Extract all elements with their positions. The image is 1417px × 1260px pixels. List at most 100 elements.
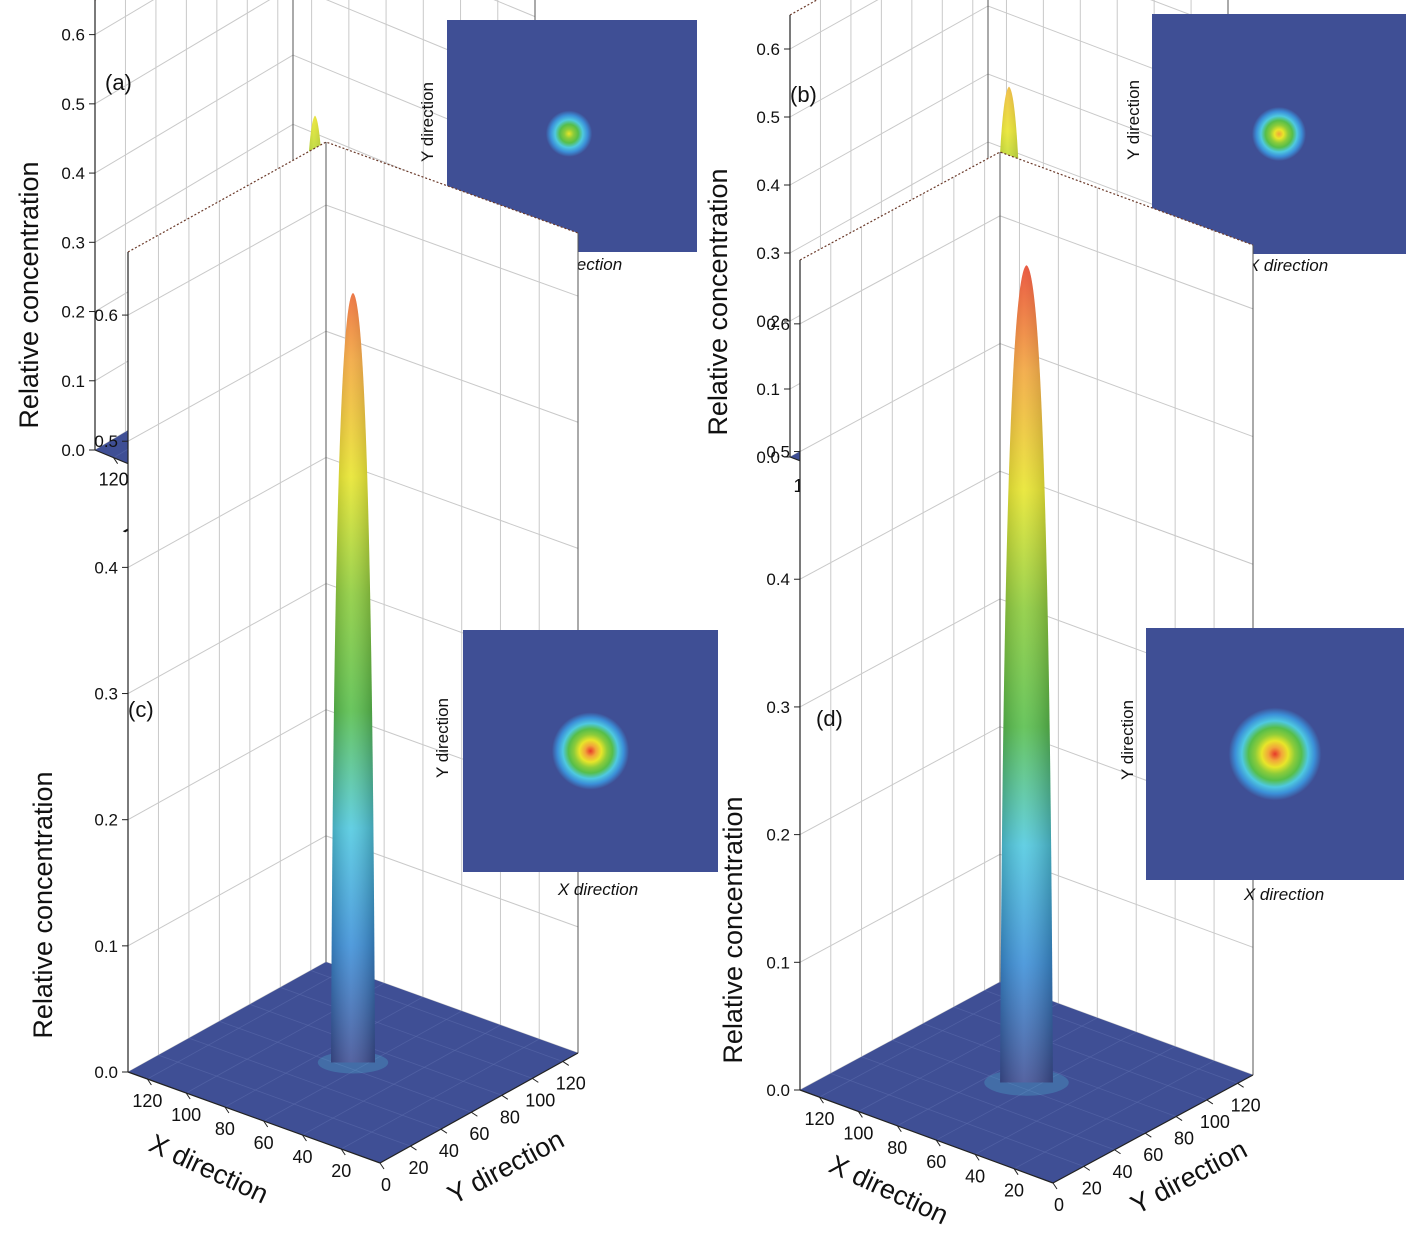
floor-gridline [341,1038,540,1150]
peak-shading [331,292,375,1063]
inset-x-label: X direction [1243,885,1324,904]
chart-panel-c: 0.00.10.20.30.40.50.60204060801001202040… [28,141,718,1210]
inset-top-view [1146,628,1404,880]
floor-gridline [830,1073,1084,1167]
box-top-edge [127,141,579,253]
floor-gridline [158,1054,411,1147]
y-axis-line [379,1052,579,1164]
left-wall [800,152,1000,1090]
y-tick-label: 60 [469,1124,489,1144]
peak-shading [1000,265,1053,1083]
x-tick [819,1096,824,1104]
x-axis-line [127,1071,381,1164]
z-tick-label: 0.2 [94,811,118,830]
z-tick-label: 0.3 [61,233,85,252]
x-tick [340,1148,346,1156]
y-tick [1114,1149,1121,1155]
panel-label: (a) [105,70,132,95]
x-tick [379,1162,385,1170]
floor-gridline [188,1037,442,1130]
z-tick-label: 0.4 [766,570,790,589]
floor-gridline [249,1003,502,1096]
y-tick-label: 40 [439,1141,459,1161]
z-tick-label: 0.5 [94,432,118,451]
x-tick-label: 40 [965,1166,985,1186]
x-tick-label: 60 [254,1133,274,1153]
panel-label: (c) [128,697,154,722]
wall-gridline [789,0,1229,50]
z-axis-title: Relative concentration [718,796,748,1063]
left-wall [128,142,326,1072]
y-tick [1206,1099,1214,1105]
y-axis-line [1052,1074,1254,1184]
z-tick-label: 0.3 [756,244,780,263]
panel-label: (b) [790,82,817,107]
z-axis-title: Relative concentration [14,161,44,428]
z-tick-label: 0.1 [94,937,118,956]
x-axis-line [799,1089,1054,1184]
x-tick-label: 20 [1004,1181,1024,1201]
x-tick [113,457,119,464]
z-tick-label: 0.2 [766,826,790,845]
x-tick [1013,1168,1019,1175]
inset-concentration-spot [543,108,595,159]
x-tick-label: 120 [132,1091,162,1111]
x-tick-label: 100 [171,1105,201,1125]
x-tick-label: 100 [843,1123,873,1143]
y-tick-label: 100 [1200,1112,1230,1132]
floor-gridline [302,1024,501,1136]
z-tick-label: 0.4 [94,558,118,577]
floor-gridline [280,987,533,1079]
z-tick-label: 0.1 [766,953,790,972]
inset-y-label: Y direction [418,82,437,162]
floor-gridline [224,996,424,1108]
x-tick-label: 0 [1054,1195,1064,1215]
floor-gridline [147,968,346,1080]
z-tick-label: 0.6 [766,315,790,334]
inset-top-view [1152,14,1406,254]
y-tick-label: 20 [408,1158,428,1178]
x-tick-label: 120 [804,1109,834,1129]
y-tick-label: 120 [1231,1095,1261,1115]
x-tick [1052,1182,1058,1190]
floor-gridline [892,1039,1146,1134]
z-tick-label: 0.6 [61,26,85,45]
z-tick-label: 0.4 [756,176,780,195]
x-tick [974,1154,980,1161]
x-tick-label: 80 [887,1138,907,1158]
floor-gridline [936,1031,1137,1141]
z-tick-label: 0.6 [756,40,780,59]
z-tick-label: 0.0 [94,1063,118,1082]
z-tick-label: 0.0 [61,441,85,460]
y-tick [501,1094,509,1100]
x-tick-label: 60 [926,1152,946,1172]
z-tick-label: 0.0 [756,448,780,467]
inset-y-label: Y direction [1118,700,1137,780]
inset-y-label: Y direction [433,698,452,778]
y-tick [1237,1082,1244,1088]
z-axis-title: Relative concentration [28,771,58,1038]
y-tick [410,1145,417,1151]
floor-gridline [1013,1060,1215,1170]
z-tick-label: 0.5 [766,443,790,462]
x-tick [302,1134,307,1142]
floor-gridline [897,1017,1098,1127]
y-tick [562,1061,570,1066]
x-tick [185,1092,191,1100]
back-walls [127,141,579,1073]
x-tick-label: 40 [292,1147,312,1167]
y-axis-title: Y direction [443,1124,569,1210]
x-tick [857,1111,863,1118]
floor-gridline [953,1006,1207,1101]
x-tick [224,1106,230,1114]
x-tick [935,1139,941,1147]
z-tick-label: 0.2 [61,303,85,322]
inset-concentration-spot [548,709,633,793]
y-tick [1083,1165,1091,1171]
surface-peak [984,265,1069,1096]
inset-top-view [463,630,718,872]
z-tick-label: 0.6 [94,306,118,325]
floor-gridline [219,1020,472,1113]
y-tick-label: 100 [525,1090,555,1110]
z-tick-label: 0.5 [756,108,780,127]
